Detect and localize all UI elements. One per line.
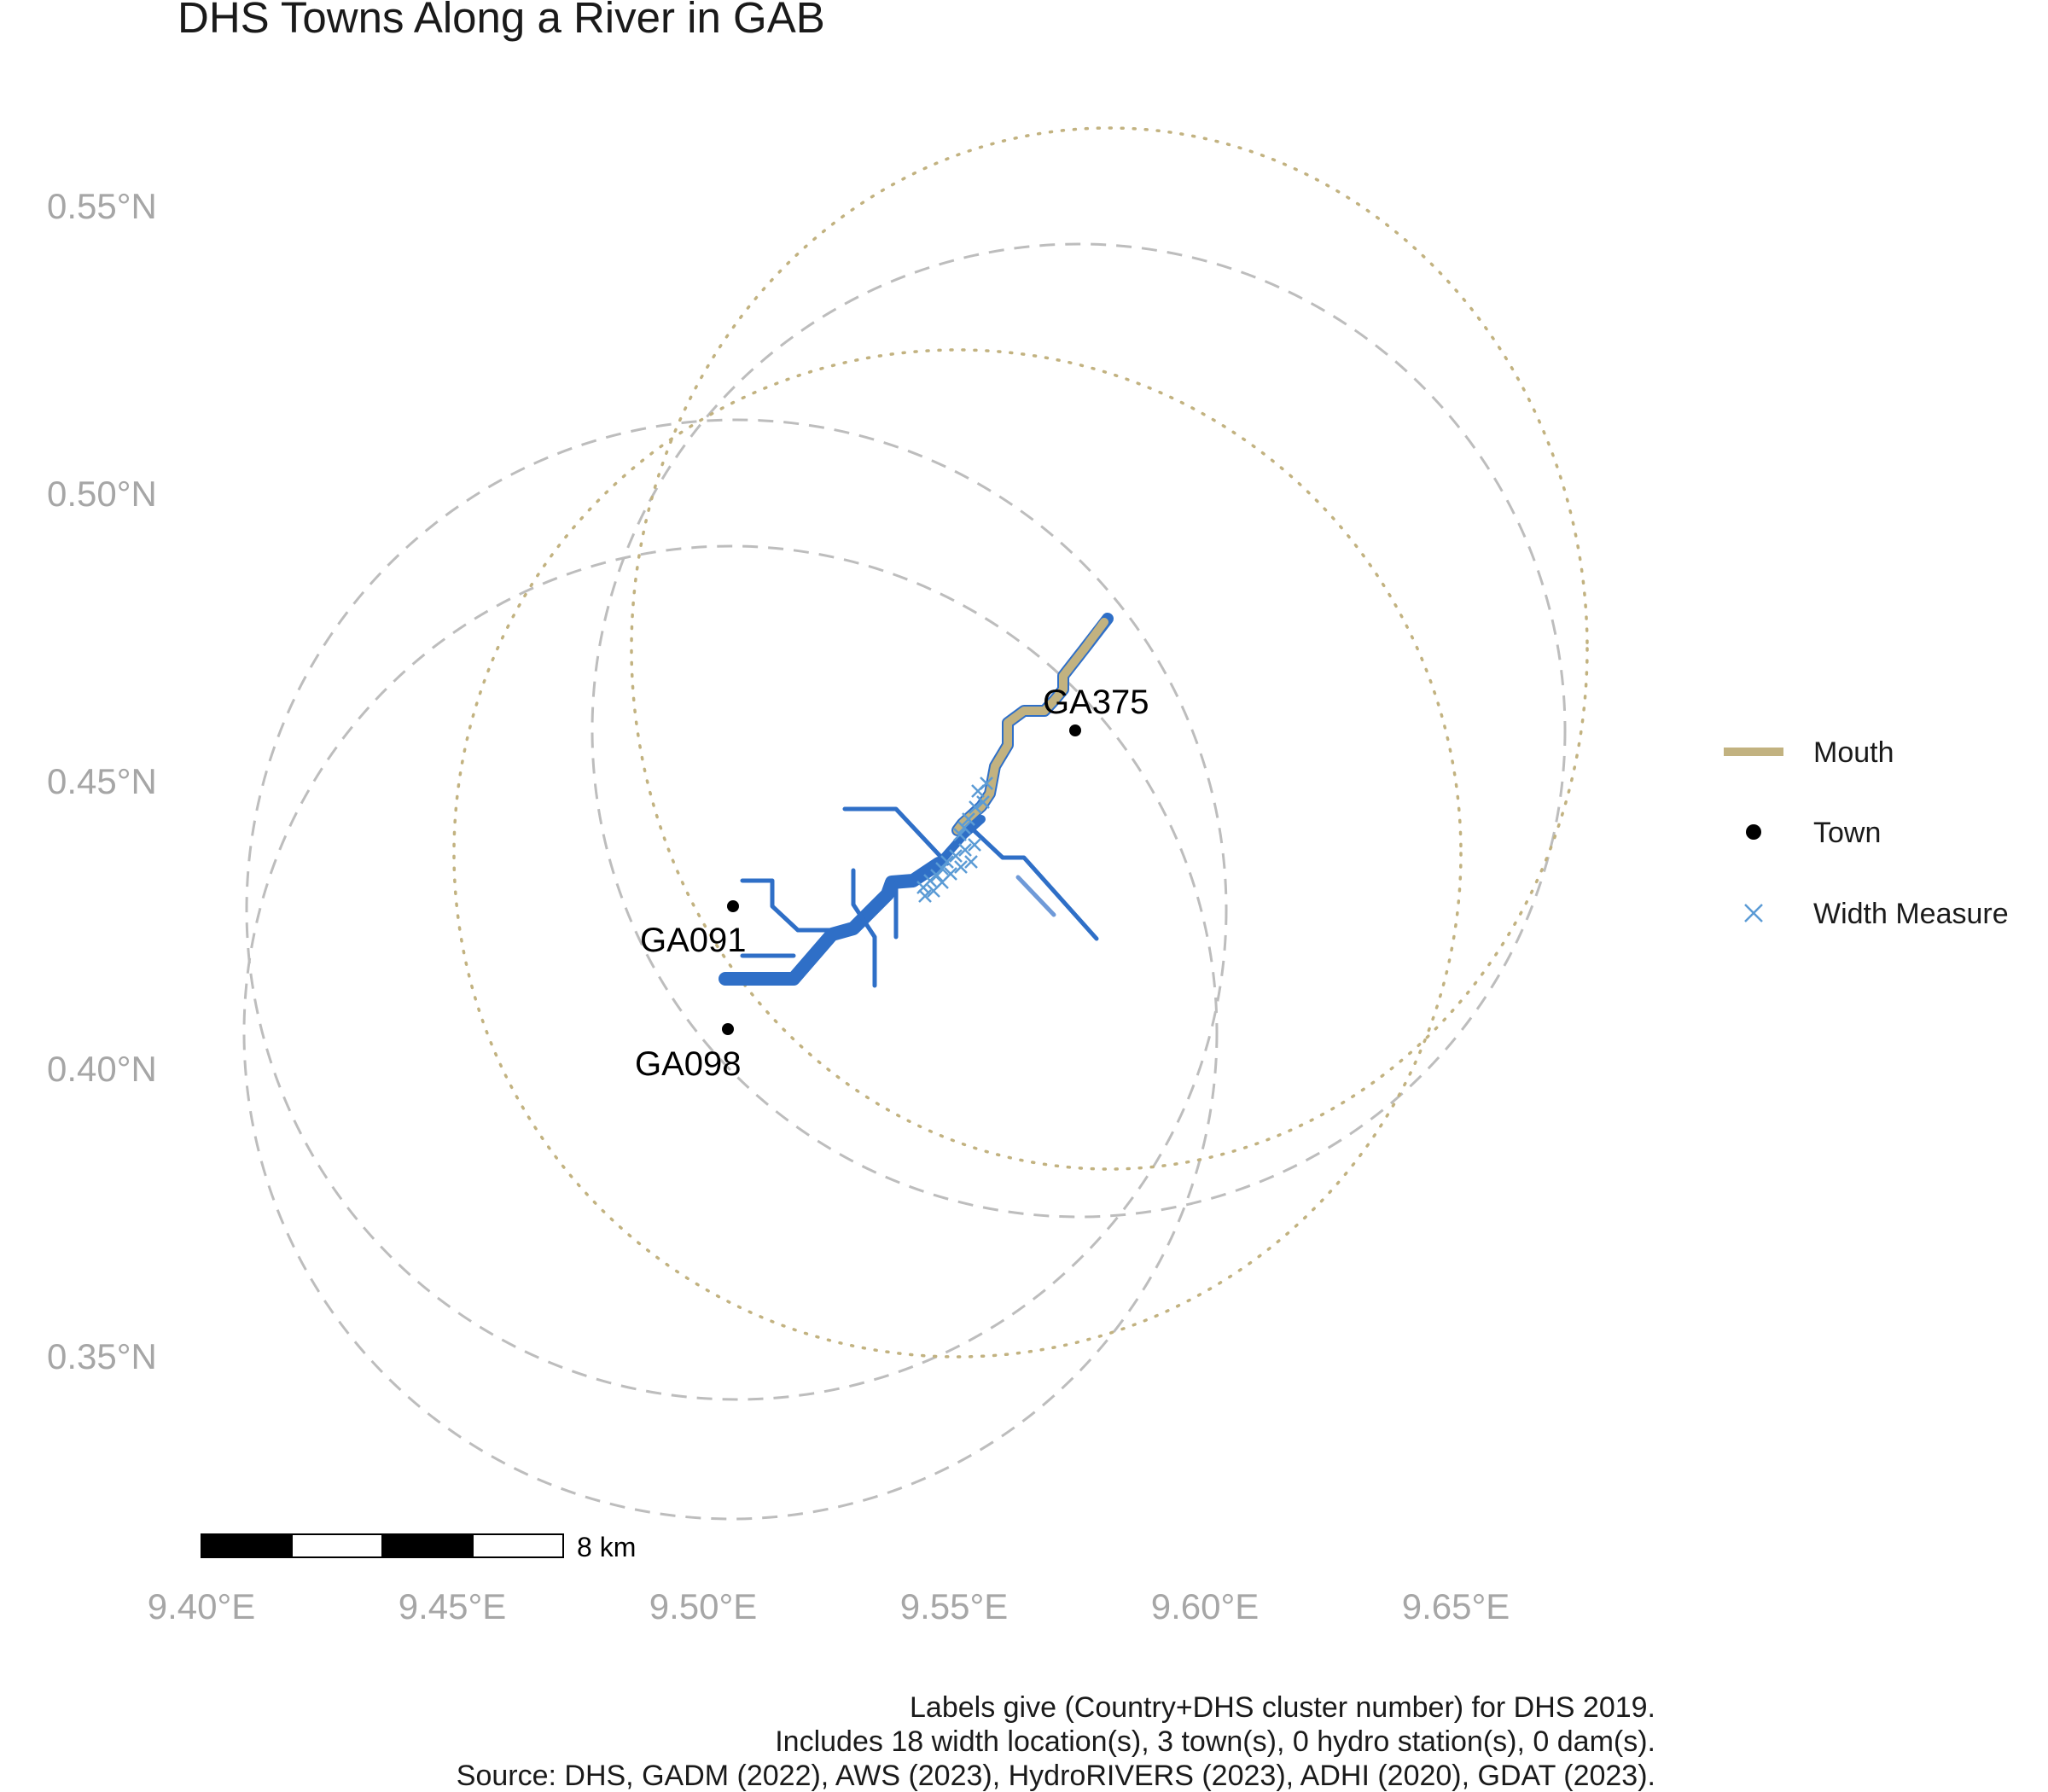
- caption: Labels give (Country+DHS cluster number)…: [457, 1691, 1655, 1792]
- river-main-segment: [934, 815, 986, 868]
- width-measure-marker: [953, 828, 967, 841]
- river-branch-east-light: [1015, 875, 1056, 917]
- scale-bar-segment: [381, 1533, 474, 1558]
- scale-bar-segment: [201, 1533, 293, 1558]
- town-point-ga091: [727, 900, 739, 912]
- town-label-ga375: GA375: [1043, 684, 1149, 721]
- caption-line: Source: DHS, GADM (2022), AWS (2023), Hy…: [457, 1760, 1655, 1792]
- river-branch-east: [970, 827, 1099, 941]
- width-measure-marker: [930, 869, 944, 882]
- caption-line: Includes 18 width location(s), 3 town(s)…: [775, 1725, 1655, 1758]
- x-tick-label: 9.60°E: [1151, 1586, 1260, 1626]
- y-tick-label: 0.35°N: [47, 1336, 157, 1376]
- buffer-ring-ga098: [242, 544, 1219, 1521]
- mouth-buffer-ring: [452, 348, 1463, 1359]
- map-title: DHS Towns Along a River in GAB: [177, 0, 825, 42]
- scale-bar-segment: [472, 1533, 564, 1558]
- y-tick-label: 0.40°N: [47, 1049, 157, 1089]
- width-measure-marker: [968, 838, 981, 852]
- y-axis: 0.55°N 0.50°N 0.45°N 0.40°N 0.35°N: [47, 186, 157, 1376]
- scale-bar: 8 km: [201, 1532, 636, 1562]
- x-axis: 9.40°E 9.45°E 9.50°E 9.55°E 9.60°E 9.65°…: [148, 1586, 1510, 1626]
- town-label-ga091: GA091: [640, 922, 747, 959]
- mouth-buffer-ring-outer: [0, 853, 1106, 1792]
- width-measures: [916, 777, 993, 903]
- width-measure-marker: [954, 860, 968, 874]
- scale-bar-label: 8 km: [577, 1532, 636, 1562]
- width-measure-marker: [964, 855, 978, 869]
- x-tick-label: 9.65°E: [1402, 1586, 1510, 1626]
- y-tick-label: 0.45°N: [47, 761, 157, 801]
- legend-symbol-width-measure: [1744, 904, 1763, 922]
- y-tick-label: 0.50°N: [47, 474, 157, 514]
- river-mouth: [953, 618, 1108, 835]
- width-measure-marker: [940, 855, 954, 869]
- caption-line: Labels give (Country+DHS cluster number)…: [910, 1691, 1655, 1724]
- width-measure-marker: [927, 884, 940, 898]
- mouth-buffer-ring-large: [630, 126, 1589, 1171]
- width-measure-marker: [957, 821, 971, 835]
- scale-bar-segment: [291, 1533, 383, 1558]
- width-measure-marker: [958, 843, 972, 857]
- width-measure-marker: [918, 889, 932, 903]
- river-branch-north: [842, 806, 950, 866]
- river-network: [719, 806, 1099, 988]
- x-tick-label: 9.45°E: [399, 1586, 507, 1626]
- buffer-ring-ga375: [591, 242, 1567, 1219]
- river-branch-northwest: [740, 878, 835, 933]
- legend-label-town: Town: [1813, 817, 1881, 849]
- legend-symbol-town: [1746, 824, 1761, 840]
- width-measure-marker: [935, 862, 949, 876]
- legend-label-mouth: Mouth: [1813, 736, 1894, 769]
- width-measure-marker: [949, 849, 963, 863]
- width-measure-marker: [962, 812, 975, 826]
- buffer-ring-ga091: [245, 418, 1228, 1401]
- river-trunk: [719, 857, 945, 986]
- width-measure-marker: [916, 881, 930, 894]
- legend: Mouth Town Width Measure: [1724, 736, 2009, 930]
- towns: GA375 GA091 GA098: [635, 684, 1149, 1083]
- width-measure-marker: [980, 777, 993, 790]
- legend-label-width-measure: Width Measure: [1813, 898, 2009, 930]
- x-tick-label: 9.50°E: [649, 1586, 758, 1626]
- town-point-ga098: [722, 1023, 734, 1035]
- buffer-rings: [242, 242, 1567, 1521]
- x-tick-label: 9.40°E: [148, 1586, 256, 1626]
- town-point-ga375: [1069, 724, 1081, 736]
- river-branch-south-a: [851, 868, 877, 988]
- width-measure-marker: [969, 800, 982, 814]
- x-tick-label: 9.55°E: [900, 1586, 1009, 1626]
- width-measure-marker: [976, 795, 990, 809]
- town-label-ga098: GA098: [635, 1045, 742, 1083]
- y-tick-label: 0.55°N: [47, 186, 157, 226]
